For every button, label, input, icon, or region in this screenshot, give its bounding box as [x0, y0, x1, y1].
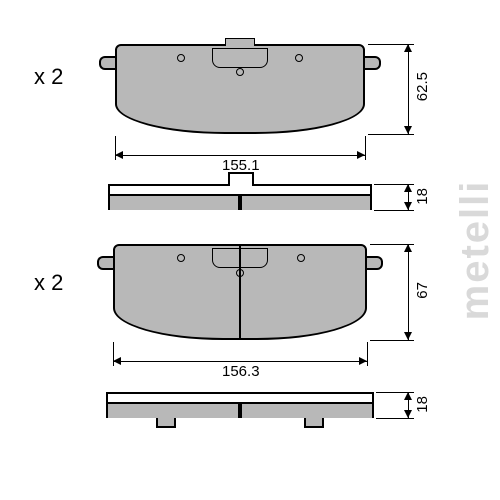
pad-b-ear-right — [367, 256, 383, 270]
dim-a-thickness: 18 — [414, 188, 431, 205]
dim-b-width: 156.3 — [222, 363, 260, 380]
quantity-label-b: x 2 — [34, 270, 63, 296]
pad-a-side — [108, 184, 372, 210]
technical-diagram: metelli x 2 155.1 62.5 18 x 2 — [0, 0, 500, 500]
pad-b-tab — [304, 418, 324, 428]
pad-b-ear-left — [97, 256, 113, 270]
pad-a-clip — [228, 172, 254, 186]
pad-b-face — [113, 244, 367, 340]
pad-a-ear-left — [99, 56, 115, 70]
quantity-label-a: x 2 — [34, 64, 63, 90]
brand-watermark: metelli — [453, 180, 498, 321]
pad-a-ear-right — [365, 56, 381, 70]
pad-b-side — [106, 392, 374, 418]
dim-b-height: 67 — [414, 282, 431, 299]
dim-b-thickness: 18 — [414, 396, 431, 413]
pad-a-face — [115, 44, 365, 134]
dim-a-height: 62.5 — [414, 72, 431, 101]
pad-b-tab — [156, 418, 176, 428]
